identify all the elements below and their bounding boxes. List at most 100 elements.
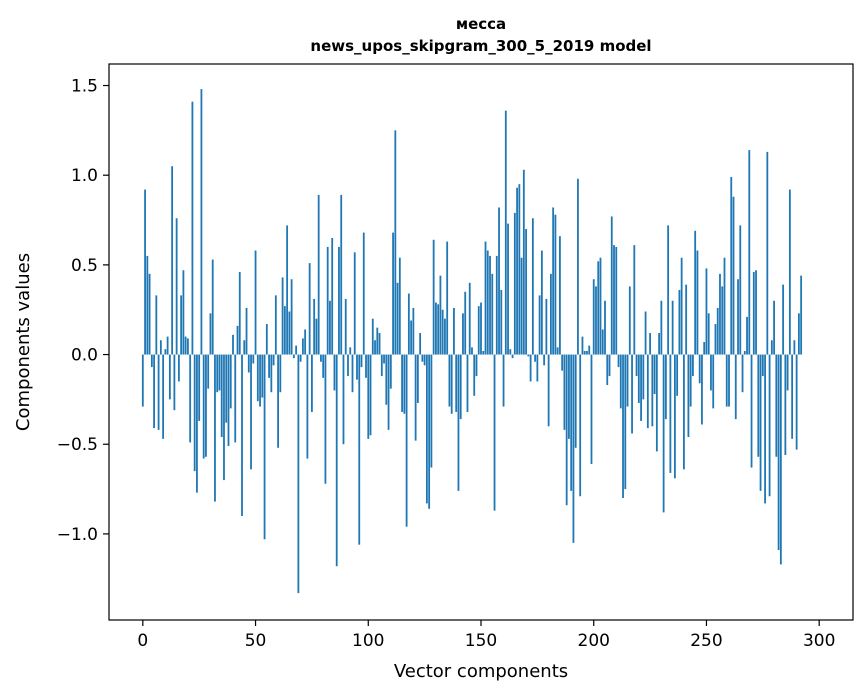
bar-170 (525, 229, 527, 355)
bar-258 (723, 257, 726, 355)
bar-136 (448, 354, 451, 407)
bar-224 (646, 354, 649, 429)
bar-19 (184, 336, 187, 355)
bar-81 (324, 354, 327, 484)
bar-6 (155, 295, 158, 355)
bar-151 (482, 350, 485, 355)
bar-68 (295, 345, 298, 355)
bar-104 (376, 327, 379, 355)
bar-257 (721, 286, 724, 355)
bar-49 (252, 354, 255, 364)
bar-164 (511, 354, 514, 359)
bar-10 (164, 349, 167, 355)
bar-277 (766, 151, 769, 355)
bar-200 (592, 279, 595, 355)
bar-41 (234, 354, 237, 443)
bar-23 (193, 354, 196, 472)
x-tick-label: 300 (803, 631, 835, 651)
bar-129 (432, 239, 435, 355)
bar-251 (707, 313, 710, 355)
bar-71 (301, 338, 304, 355)
bar-122 (416, 354, 419, 403)
bar-259 (725, 354, 728, 407)
bar-187 (563, 354, 566, 430)
bar-66 (290, 279, 293, 355)
bar-93 (351, 354, 354, 393)
bar-130 (435, 302, 437, 355)
bar-172 (529, 354, 532, 382)
bar-9 (162, 354, 165, 439)
bar-119 (410, 320, 413, 355)
bar-185 (559, 236, 561, 355)
bar-201 (595, 286, 597, 355)
bar-248 (701, 354, 703, 425)
bar-179 (545, 298, 548, 355)
bar-101 (369, 354, 372, 436)
y-tick-label: 0.5 (71, 256, 98, 276)
bar-291 (797, 313, 800, 355)
bar-46 (245, 307, 248, 355)
bar-145 (468, 282, 471, 355)
bar-117 (405, 354, 408, 527)
bar-159 (500, 289, 503, 355)
x-tick-label: 250 (690, 631, 722, 651)
bar-27 (202, 354, 205, 459)
bar-22 (191, 101, 194, 355)
bar-132 (439, 275, 442, 355)
bar-33 (216, 354, 219, 393)
bar-56 (268, 354, 270, 378)
bar-238 (678, 289, 681, 355)
bar-109 (387, 354, 390, 430)
bar-103 (374, 340, 376, 355)
bar-223 (644, 311, 647, 355)
bars-group (141, 89, 803, 594)
bar-73 (306, 354, 309, 459)
bar-88 (340, 194, 343, 355)
bar-163 (509, 349, 512, 355)
bar-281 (775, 354, 778, 457)
bar-240 (683, 354, 685, 470)
bar-245 (694, 230, 697, 355)
bar-216 (628, 286, 631, 355)
bar-229 (658, 333, 661, 355)
bar-131 (437, 304, 440, 355)
bar-0 (141, 354, 144, 407)
bar-267 (743, 350, 746, 355)
bar-48 (250, 354, 252, 470)
chart-title: месса (456, 15, 506, 33)
bar-94 (353, 252, 356, 355)
bar-199 (590, 354, 593, 464)
bar-102 (371, 318, 374, 355)
bar-135 (446, 241, 449, 355)
bar-284 (782, 284, 785, 355)
plot-frame (108, 63, 854, 621)
bar-150 (480, 302, 482, 355)
bar-7 (157, 354, 160, 430)
bar-107 (383, 354, 385, 364)
bar-262 (732, 196, 735, 355)
bar-266 (741, 354, 744, 393)
bar-16 (177, 354, 180, 382)
bar-97 (360, 354, 363, 368)
bar-217 (631, 354, 633, 434)
bar-249 (703, 342, 706, 355)
bar-86 (335, 354, 338, 567)
bar-289 (793, 340, 796, 355)
bar-177 (540, 250, 543, 355)
bar-186 (561, 354, 564, 371)
bar-227 (653, 354, 656, 395)
bar-76 (313, 298, 316, 355)
bar-18 (182, 270, 185, 355)
bar-34 (218, 354, 221, 391)
bar-17 (180, 295, 183, 355)
bar-222 (642, 354, 645, 400)
bar-202 (597, 261, 600, 355)
bar-80 (322, 354, 325, 378)
bar-143 (464, 291, 467, 355)
bar-124 (421, 354, 424, 362)
bar-91 (347, 354, 349, 377)
bar-180 (547, 354, 550, 427)
bar-26 (200, 89, 203, 355)
bar-264 (737, 279, 739, 355)
bar-64 (286, 225, 289, 355)
